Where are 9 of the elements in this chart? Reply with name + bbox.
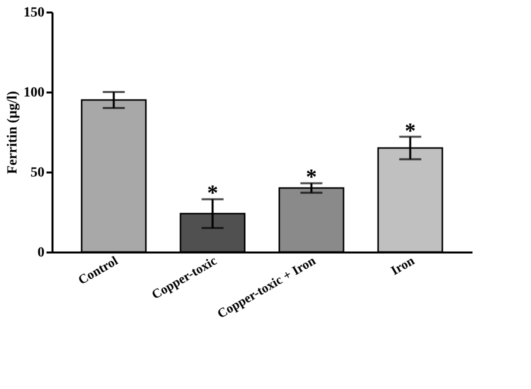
y-tick-label: 100 bbox=[24, 86, 44, 100]
y-tick-label: 150 bbox=[24, 6, 44, 20]
y-axis-title: Ferritin (µg/l) bbox=[6, 90, 20, 174]
x-tick-label: Iron bbox=[388, 252, 418, 278]
y-tick-label: 0 bbox=[38, 246, 44, 260]
annotation: * bbox=[207, 180, 218, 206]
y-tick-label: 50 bbox=[30, 166, 44, 180]
annotation: * bbox=[404, 118, 416, 143]
annotation: * bbox=[306, 164, 317, 190]
